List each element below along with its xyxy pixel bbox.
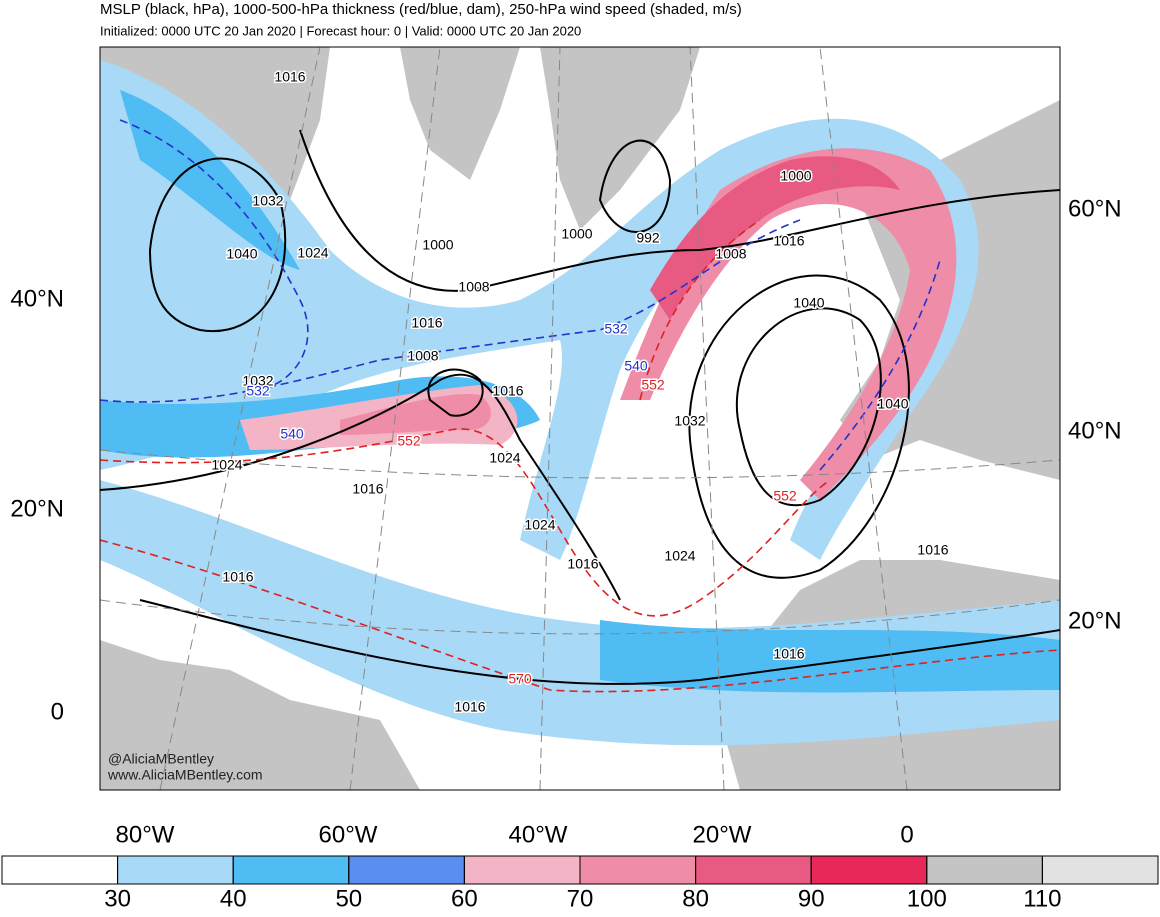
contour-label: 1040 [793,295,824,311]
contour-label: 1024 [489,450,520,466]
contour-label: 1016 [352,481,383,497]
contour-label: 532 [604,321,628,337]
contour-label: 1016 [274,69,305,85]
lat-label: 0 [51,698,64,725]
colorbar-swatch [348,855,465,885]
lat-label: 40°N [1068,417,1122,444]
lon-label: 40°W [509,821,568,848]
contour-label: 1008 [458,279,489,295]
colorbar-tick-label: 80 [682,885,709,912]
contour-label: 1032 [674,413,705,429]
title: MSLP (black, hPa), 1000-500-hPa thicknes… [100,1,742,18]
contour-label: 1024 [664,548,695,564]
contour-label: 1016 [567,556,598,572]
colorbar-tick-label: 90 [798,885,825,912]
lon-label: 80°W [116,821,175,848]
credit: @AliciaMBentley [108,751,214,767]
contour-label: 1024 [211,457,242,473]
colorbar-tick-label: 110 [1023,885,1061,912]
contour-label: 552 [641,377,665,393]
map-frame [99,46,1061,791]
contour-label: 1016 [492,383,523,399]
colorbar-swatch [117,855,234,885]
contour-label: 1008 [407,348,438,364]
subtitle: Initialized: 0000 UTC 20 Jan 2020 | Fore… [100,23,581,38]
colorbar-tick-label: 70 [567,885,594,912]
lat-label: 20°N [10,495,64,522]
colorbar-tick-label: 50 [335,885,362,912]
contour-label: 1024 [524,517,555,533]
lat-label: 60°N [1068,195,1122,222]
contour-label: 570 [508,671,532,687]
colorbar-swatch [695,855,812,885]
lat-label: 20°N [1068,607,1122,634]
lat-label: 40°N [10,285,64,312]
colorbar-swatch [579,855,697,885]
contour-label: 532 [246,383,270,399]
contour-label: 1040 [226,246,257,262]
lon-label: 60°W [319,821,378,848]
contour-label: 992 [636,230,660,246]
contour-label: 1016 [454,699,485,715]
contour-label: 1008 [715,246,746,262]
colorbar-tick-label: 40 [220,885,247,912]
contour-label: 552 [773,488,797,504]
map-area [100,47,1060,790]
colorbar-swatch [926,855,1043,885]
colorbar-swatch [463,855,581,885]
contour-label: 1016 [773,233,804,249]
contour-label: 1016 [411,315,442,331]
contour-label: 1024 [297,245,328,261]
contour-label: 540 [624,358,648,374]
contour-label: 1000 [422,237,453,253]
lon-label: 0 [900,821,913,848]
contour-label: 552 [397,433,421,449]
contour-label: 1016 [222,569,253,585]
lon-label: 20°W [693,821,752,848]
contour-label: 1016 [917,542,948,558]
credit: www.AliciaMBentley.com [107,767,263,783]
colorbar-tick-label: 60 [451,885,478,912]
colorbar-swatch [810,855,928,885]
colorbar-swatch [1,855,119,885]
colorbar-swatch [232,855,350,885]
contour-label: 1016 [773,646,804,662]
contour-label: 1032 [242,373,273,389]
colorbar-swatch [1041,855,1159,885]
contour-label: 1032 [252,193,283,209]
colorbar-tick-label: 30 [104,885,131,912]
contour-label: 1000 [780,168,811,184]
colorbar-tick-label: 100 [907,885,947,912]
contour-label: 1040 [877,396,908,412]
contour-label: 1000 [561,226,592,242]
contour-label: 540 [280,426,304,442]
